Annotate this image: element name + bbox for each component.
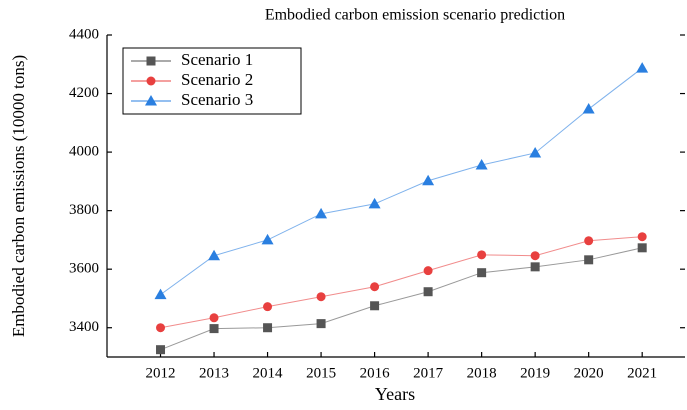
marker bbox=[475, 158, 488, 170]
marker bbox=[370, 282, 380, 292]
legend-marker bbox=[146, 76, 156, 86]
legend-label: Scenario 2 bbox=[181, 70, 253, 89]
legend-label: Scenario 1 bbox=[181, 50, 253, 69]
marker bbox=[263, 323, 273, 333]
y-tick-label: 3800 bbox=[69, 202, 99, 218]
marker bbox=[261, 233, 274, 245]
y-tick-label: 4000 bbox=[69, 144, 99, 160]
marker bbox=[530, 262, 540, 272]
marker bbox=[637, 232, 647, 242]
marker bbox=[422, 174, 435, 186]
chart-title: Embodied carbon emission scenario predic… bbox=[265, 7, 565, 24]
x-axis-label: Years bbox=[375, 384, 415, 404]
marker bbox=[156, 323, 166, 333]
legend-label: Scenario 3 bbox=[181, 90, 253, 109]
marker bbox=[584, 255, 594, 265]
x-tick-label: 2021 bbox=[627, 365, 657, 381]
x-tick-label: 2018 bbox=[467, 365, 497, 381]
y-tick-label: 4200 bbox=[69, 85, 99, 101]
marker bbox=[582, 103, 595, 114]
marker bbox=[209, 324, 219, 334]
series-line bbox=[160, 67, 643, 296]
marker bbox=[636, 62, 649, 73]
legend-marker bbox=[146, 56, 156, 66]
x-tick-label: 2012 bbox=[146, 365, 176, 381]
x-tick-label: 2015 bbox=[306, 365, 336, 381]
y-tick-label: 3600 bbox=[69, 261, 99, 277]
marker bbox=[477, 268, 487, 278]
marker bbox=[423, 287, 433, 297]
marker bbox=[368, 197, 381, 209]
marker bbox=[370, 301, 380, 311]
marker bbox=[209, 313, 219, 323]
y-tick-label: 3400 bbox=[69, 319, 99, 335]
marker bbox=[156, 345, 166, 355]
marker bbox=[263, 302, 273, 312]
marker bbox=[584, 236, 594, 246]
marker bbox=[530, 251, 540, 261]
y-tick-label: 4400 bbox=[69, 26, 99, 42]
series-line bbox=[160, 236, 643, 329]
marker bbox=[316, 292, 326, 302]
marker bbox=[637, 243, 647, 253]
marker bbox=[477, 250, 487, 260]
x-tick-label: 2013 bbox=[199, 365, 229, 381]
x-tick-label: 2017 bbox=[413, 365, 444, 381]
series-line bbox=[160, 247, 643, 351]
legend-marker bbox=[145, 95, 157, 106]
marker bbox=[154, 288, 167, 300]
marker bbox=[316, 319, 326, 329]
x-tick-label: 2014 bbox=[253, 365, 284, 381]
x-tick-label: 2019 bbox=[520, 365, 550, 381]
marker bbox=[423, 266, 433, 276]
y-axis-label: Embodied carbon emissions (10000 tons) bbox=[9, 55, 28, 337]
marker bbox=[529, 146, 542, 158]
x-tick-label: 2016 bbox=[360, 365, 391, 381]
marker bbox=[315, 207, 328, 219]
x-tick-label: 2020 bbox=[574, 365, 604, 381]
marker bbox=[208, 249, 221, 261]
